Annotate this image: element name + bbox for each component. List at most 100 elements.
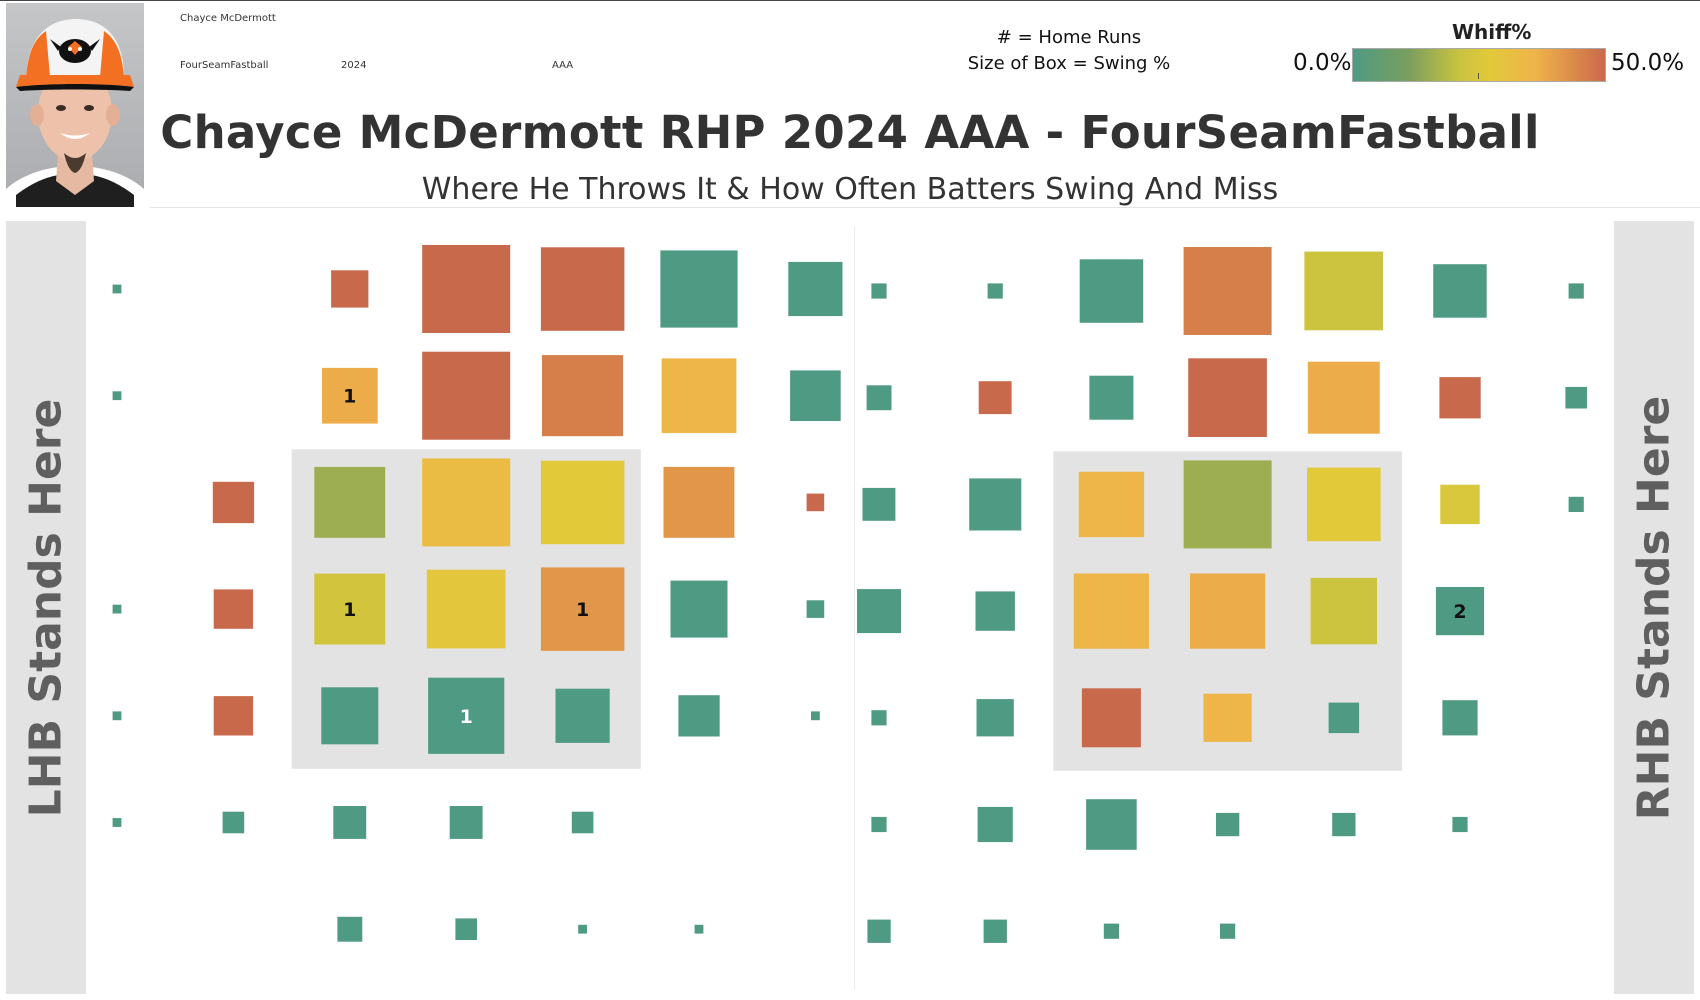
rhb-zone-cell-r3-c1	[975, 591, 1015, 631]
rhb-zone-cell-r1-c4	[1307, 361, 1380, 434]
rhb-zone-cell-r1-c6	[1565, 386, 1587, 409]
rhb-home-run-label: 2	[1453, 601, 1466, 623]
lhb-zone-cell-r0-c0	[112, 284, 122, 294]
lhb-zone-cell-r1-c0	[112, 391, 122, 401]
whiff-legend-title: Whiff%	[1452, 20, 1532, 44]
rhb-zone-cell-r1-c3	[1188, 358, 1267, 437]
rhb-zone-cell-r0-c6	[1568, 283, 1584, 299]
lhb-zone-cell-r5-c3	[449, 806, 483, 839]
rhb-zone-cell-r0-c0	[871, 283, 887, 299]
rhb-zone-cell-r3-c2	[1073, 573, 1149, 649]
season-label: 2024	[341, 60, 367, 71]
rhb-zone-cell-r3-c3	[1190, 573, 1266, 649]
lhb-zone-cell-r0-c2	[331, 270, 369, 308]
rhb-zone-cell-r6-c1	[983, 919, 1007, 943]
rhb-zone-cell-r2-c3	[1183, 460, 1272, 549]
rhb-zone-cell-r0-c5	[1433, 264, 1487, 318]
lhb-zone-cell-r1-c4	[542, 355, 624, 437]
lhb-zone-cell-r1-c2	[322, 367, 378, 424]
rhb-zone-cell-r0-c4	[1304, 251, 1384, 331]
lhb-zone-cell-r2-c4	[540, 460, 625, 545]
rhb-zone-cell-r6-c3	[1220, 923, 1236, 939]
lhb-zone-cell-r2-c2	[314, 466, 386, 538]
panel-divider	[854, 226, 855, 990]
rhb-zone-cell-r2-c5	[1440, 484, 1480, 525]
rhb-zone-cell-r5-c5	[1452, 816, 1468, 833]
rhb-zone-cell-r1-c2	[1089, 375, 1134, 420]
chart-title: Chayce McDermott RHP 2024 AAA - FourSeam…	[160, 106, 1540, 159]
rhb-zone-cell-r6-c2	[1103, 923, 1119, 939]
lhb-home-run-label: 1	[343, 599, 356, 621]
pitch-type-label: FourSeamFastball	[180, 60, 269, 71]
level-label: AAA	[552, 60, 574, 71]
lhb-zone-cell-r4-c5	[678, 695, 720, 737]
lhb-zone-cell-r6-c2	[337, 916, 363, 942]
header-rule	[150, 207, 1700, 208]
lhb-zone-cell-r3-c6	[806, 600, 825, 618]
chart-subtitle: Where He Throws It & How Often Batters S…	[421, 172, 1279, 207]
lhb-zone-cell-r2-c3	[422, 458, 511, 547]
lhb-side-panel: LHB Stands Here	[6, 221, 86, 994]
rhb-zone-cell-r2-c2	[1078, 471, 1145, 538]
rhb-zone-cell-r4-c1	[976, 699, 1014, 737]
lhb-zone-cell-r4-c2	[321, 687, 379, 745]
rhb-zone-cell-r4-c2	[1081, 688, 1141, 748]
lhb-zone-cell-r1-c5	[661, 358, 737, 434]
lhb-zone-cell-r5-c1	[222, 811, 245, 834]
rhb-zone-cell-r4-c0	[871, 710, 887, 726]
lhb-zone-cell-r2-c5	[663, 466, 735, 538]
lhb-zone-cell-r3-c2	[314, 573, 386, 645]
rhb-zone-cell-r1-c1	[978, 381, 1012, 415]
lhb-zone-cell-r0-c3	[422, 245, 511, 333]
lhb-zone-cell-r2-c6	[806, 493, 825, 512]
lhb-zone-cell-r6-c3	[455, 918, 477, 940]
rhb-zone-cell-r2-c4	[1307, 467, 1381, 542]
lhb-zone-cell-r4-c4	[555, 688, 610, 743]
lhb-zone-cell-r1-c3	[422, 351, 511, 440]
whiff-color-bar-tick	[1478, 73, 1479, 79]
rhb-side-panel: RHB Stands Here	[1614, 221, 1694, 994]
lhb-home-run-label: 1	[343, 386, 356, 408]
rhb-zone-cell-r5-c4	[1332, 812, 1356, 837]
lhb-zone-cell-r6-c4	[578, 924, 587, 934]
lhb-home-run-label: 1	[460, 706, 473, 728]
lhb-zone-cell-r2-c1	[212, 481, 255, 524]
lhb-zone-cell-r3-c5	[670, 580, 728, 638]
rhb-zone-cell-r0-c1	[987, 283, 1003, 299]
player-headshot-image	[6, 19, 144, 207]
lhb-zone-cell-r6-c5	[694, 924, 704, 934]
lhb-zone-cell-r0-c4	[540, 247, 625, 331]
home-runs-legend: # = Home Runs	[996, 27, 1142, 48]
rhb-zone-cell-r4-c5	[1442, 700, 1478, 736]
rhb-zone-cell-r2-c1	[969, 478, 1022, 531]
whiff-legend-max: 50.0%	[1611, 50, 1685, 76]
lhb-zone-cell-r3-c1	[213, 589, 254, 629]
lhb-zone-cell-r1-c6	[790, 370, 841, 421]
rhb-zone-cell-r3-c0	[857, 589, 901, 634]
player-photo	[6, 3, 144, 207]
rhb-zone-cell-r1-c5	[1439, 377, 1481, 419]
lhb-zone-cell-r4-c6	[811, 711, 820, 721]
top-rule	[0, 0, 1700, 1]
rhb-zone-cell-r3-c5	[1435, 587, 1485, 636]
player-name-label: Chayce McDermott	[180, 13, 276, 24]
lhb-home-run-label: 1	[576, 599, 589, 621]
rhb-zone-cell-r5-c2	[1086, 799, 1137, 850]
rhb-zone-cell-r1-c0	[866, 385, 892, 411]
lhb-zone-cell-r4-c0	[112, 711, 122, 721]
rhb-zone-cell-r0-c3	[1183, 247, 1272, 335]
rhb-zone-cell-r4-c4	[1328, 702, 1360, 734]
lhb-zone-cell-r4-c3	[428, 677, 505, 754]
whiff-legend-min: 0.0%	[1293, 50, 1352, 76]
lhb-zone-cell-r5-c0	[112, 818, 122, 827]
rhb-zone-cell-r0-c2	[1079, 259, 1144, 323]
rhb-zone-cell-r2-c6	[1568, 496, 1584, 512]
rhb-zone-cell-r3-c4	[1310, 577, 1377, 645]
lhb-zone-cell-r3-c3	[426, 569, 506, 649]
rhb-zone-cell-r5-c0	[871, 816, 887, 833]
lhb-zone-cell-r0-c5	[660, 250, 738, 328]
rhb-zone-cell-r5-c3	[1216, 812, 1240, 837]
swing-size-legend: Size of Box = Swing %	[967, 53, 1171, 74]
rhb-zone-cell-r5-c1	[977, 806, 1013, 843]
